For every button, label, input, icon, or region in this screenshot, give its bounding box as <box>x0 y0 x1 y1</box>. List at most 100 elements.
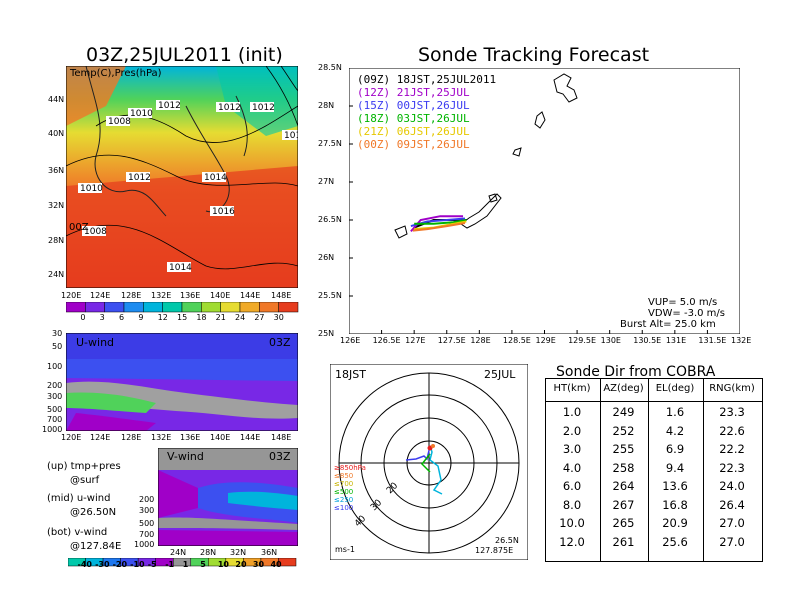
note-mid-sub: @26.50N <box>70 507 117 518</box>
isobar-label: 1012 <box>218 103 241 113</box>
map-x-tick: 144E <box>240 291 261 300</box>
isobar-label: 1008 <box>84 227 107 237</box>
tracking-y-tick: 26N <box>318 253 335 262</box>
table-header-cell: EL(deg) <box>655 383 695 394</box>
polar-lon: 127.875E <box>475 546 514 555</box>
level-legend-item: ≤850 <box>334 472 354 480</box>
table-cell: 249 <box>612 405 635 419</box>
map-y-tick: 28N <box>48 236 65 245</box>
tracking-plot <box>349 68 740 334</box>
colorbar-tick-label: -10 <box>130 560 145 569</box>
colorbar-tick-label: 6 <box>119 313 125 322</box>
track-line <box>412 222 466 232</box>
v-y-tick: 200 <box>139 495 155 504</box>
table-cell: 27.0 <box>719 516 745 530</box>
isobar-label: 1012 <box>128 173 151 183</box>
table-cell: 25.6 <box>662 534 688 549</box>
colorbar-swatch <box>66 302 86 313</box>
colorbar-swatch <box>123 302 144 313</box>
table-cell: 255 <box>612 442 635 456</box>
tracking-y-tick: 26.5N <box>318 215 342 224</box>
temp-pres-map: 1012 1010 1008 1010 1012 1012 1014 1016 … <box>66 66 298 288</box>
hodo-low <box>420 453 431 473</box>
hodo-point <box>431 444 435 448</box>
table-cell: 16.8 <box>662 497 688 512</box>
colorbar-tick-label: 9 <box>138 313 144 322</box>
tracking-y-tick: 28N <box>318 101 335 110</box>
info-burst: Burst Alt= 25.0 km <box>620 319 716 330</box>
v-wind-title: V-wind <box>167 450 204 463</box>
v-x-tick: 36N <box>261 548 278 557</box>
tracking-legend-item: (09Z) 18JST,25JUL2011 <box>357 73 497 86</box>
v-wind-time: 03Z <box>269 450 291 463</box>
table-title: Sonde Dir from COBRA <box>556 364 716 380</box>
colorbar-swatch <box>278 558 297 567</box>
colorbar-tick-label: 24 <box>235 313 246 322</box>
table-cell: 22.3 <box>719 460 745 475</box>
tracking-y-tick: 27N <box>318 177 335 186</box>
tracking-x-tick: 126.5E <box>372 336 401 345</box>
v-x-tick: 32N <box>230 548 247 557</box>
table-header-cell: AZ(deg) <box>603 383 644 394</box>
map-corner-label: 00Z <box>69 222 89 233</box>
u-x-tick: 132E <box>151 433 172 442</box>
map-y-tick: 24N <box>48 270 65 279</box>
v-x-tick: 28N <box>200 548 217 557</box>
tracking-x-tick: 129.5E <box>568 336 597 345</box>
table-cell: 20.9 <box>662 516 688 530</box>
map-y-tick: 32N <box>48 201 65 210</box>
isobar-label: 1012 <box>158 101 181 111</box>
map-y-tick: 44N <box>48 95 65 104</box>
colorbar-swatch <box>85 302 105 313</box>
table-cell: 22.6 <box>719 423 745 438</box>
colorbar-tick-label: 30 <box>273 313 284 322</box>
u-y-tick: 100 <box>47 362 63 371</box>
u-y-tick: 700 <box>47 415 63 424</box>
sonde-table <box>545 378 763 562</box>
colorbar-swatch <box>278 302 299 313</box>
table-cell: 265 <box>612 516 635 530</box>
colorbar-tick-label: 40 <box>270 560 282 569</box>
level-legend-item: ≤500 <box>334 488 354 496</box>
map-title: 03Z,25JUL2011 (init) <box>86 44 283 66</box>
table-header-underline <box>546 401 762 402</box>
map-y-tick: 40N <box>48 129 65 138</box>
tracking-x-tick: 128E <box>470 336 491 345</box>
table-cell: 267 <box>612 497 635 512</box>
u-wind-time: 03Z <box>269 336 291 349</box>
table-cell: 264 <box>612 479 635 493</box>
tracking-x-tick: 127.5E <box>437 336 466 345</box>
u-x-tick: 144E <box>240 433 261 442</box>
v-y-tick: 1000 <box>134 540 155 549</box>
colorbar-swatch <box>181 302 202 313</box>
v-y-tick: 700 <box>139 530 155 539</box>
tracking-y-tick: 28.5N <box>318 63 342 72</box>
table-cell: 2.0 <box>562 423 582 438</box>
colorbar-tick-label: 10 <box>217 560 229 569</box>
note-mid: (mid) u-wind <box>47 493 111 504</box>
u-x-tick: 120E <box>61 433 82 442</box>
map-x-tick: 120E <box>61 291 82 300</box>
tracking-legend-item: (15Z) 00JST,26JUL <box>357 99 470 112</box>
table-cell: 9.4 <box>665 460 685 475</box>
note-up-sub: @surf <box>70 475 100 486</box>
map-x-tick: 132E <box>151 291 172 300</box>
colorbar-swatch <box>143 302 163 313</box>
map-x-tick: 128E <box>121 291 142 300</box>
tracking-legend-item: (00Z) 09JST,26JUL <box>357 138 470 151</box>
table-cell: 3.0 <box>562 442 582 456</box>
table-cell: 4.0 <box>562 460 582 475</box>
level-legend-item: ≤700 <box>334 480 354 488</box>
colorbar-tick-label: -20 <box>112 560 128 569</box>
table-cell: 4.2 <box>665 423 685 438</box>
colorbar-tick-label: 1 <box>182 560 189 569</box>
u-y-tick: 1000 <box>42 425 63 434</box>
tracking-title: Sonde Tracking Forecast <box>418 44 650 66</box>
v-y-tick: 500 <box>139 519 155 528</box>
u-x-tick: 128E <box>121 433 142 442</box>
u-x-tick: 136E <box>180 433 201 442</box>
isobar-label: 1012 <box>252 103 275 113</box>
colorbar-swatch <box>104 302 125 313</box>
note-up: (up) tmp+pres <box>47 461 121 472</box>
colorbar-tick-label: -5 <box>147 560 157 569</box>
